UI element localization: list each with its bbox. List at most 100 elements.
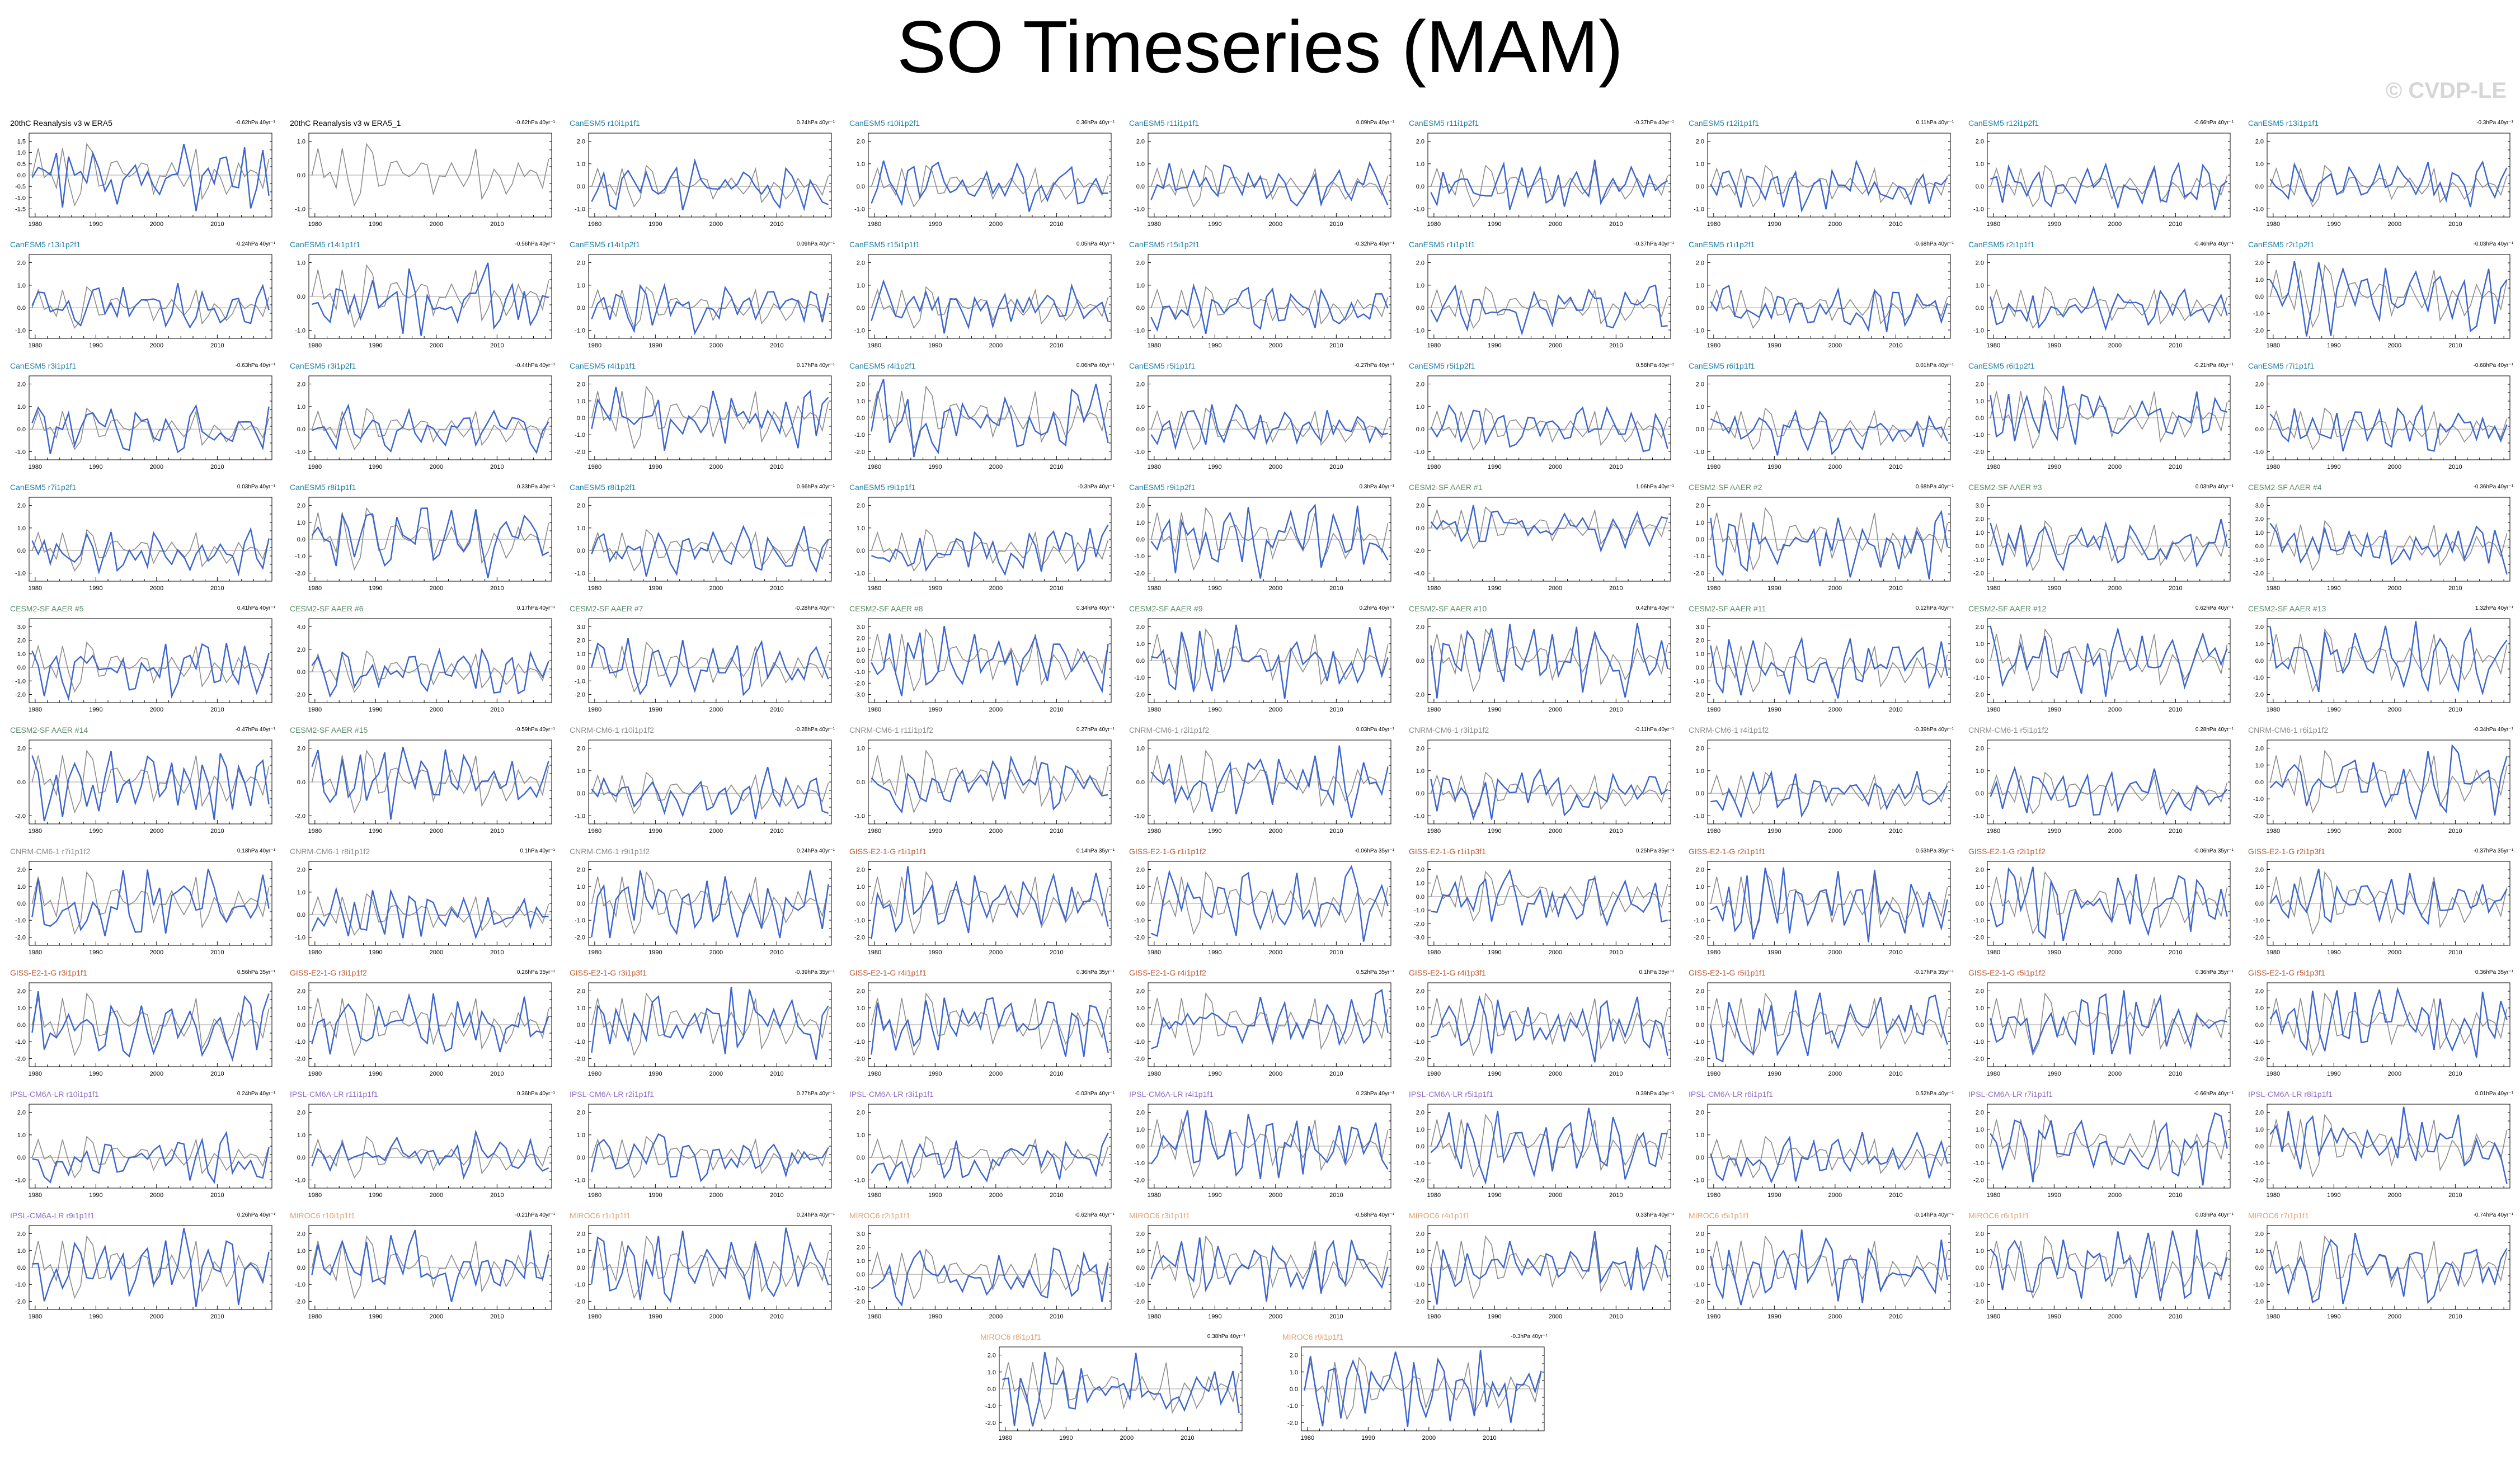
x-tick-label: 1990 <box>2047 342 2061 349</box>
member-series-line <box>1710 284 1948 332</box>
x-tick-label: 1990 <box>2327 585 2340 592</box>
panel-title: MIROC6 r9i1p1f1 <box>1282 1332 1343 1341</box>
y-tick-label: 0.0 <box>297 1265 305 1271</box>
x-tick-label: 2000 <box>1549 706 1562 713</box>
member-series-line <box>591 387 829 451</box>
panel-title: CanESM5 r5i1p1f1 <box>1129 361 1196 370</box>
y-tick-label: 1.0 <box>297 260 305 267</box>
y-tick-label: -1.0 <box>575 917 585 924</box>
panel-title: CESM2-SF AAER #5 <box>10 604 84 613</box>
y-tick-label: -1.0 <box>295 1039 305 1045</box>
y-tick-label: -2.0 <box>1973 691 1984 698</box>
panel-plot: 2.0 1.0 0.0 -1.0 1980 1990 2000 2010 <box>575 497 832 592</box>
x-tick-label: 2000 <box>709 585 723 592</box>
panel-title: MIROC6 r10i1p1f1 <box>290 1211 355 1220</box>
member-series-line <box>311 507 549 578</box>
y-tick-label: 1.0 <box>1976 641 1984 648</box>
y-tick-label: 2.0 <box>1696 988 1704 995</box>
panel-title: MIROC6 r4i1p1f1 <box>1409 1211 1470 1220</box>
x-tick-label: 1990 <box>1488 949 1501 956</box>
x-tick-label: 2010 <box>1050 706 1063 713</box>
x-tick-label: 1980 <box>308 1192 322 1199</box>
y-tick-label: 1.0 <box>1976 161 1984 168</box>
x-tick-label: 1990 <box>648 706 662 713</box>
member-series-line <box>1710 510 1948 579</box>
x-tick-label: 1980 <box>588 706 601 713</box>
x-tick-label: 1990 <box>1208 706 1221 713</box>
plot-frame <box>868 1104 1112 1189</box>
x-tick-label: 2000 <box>2108 706 2122 713</box>
x-tick-label: 2000 <box>150 828 163 835</box>
panel-trend: -0.37hPa 40yr⁻¹ <box>1634 120 1674 126</box>
y-tick-label: 3.0 <box>577 624 585 631</box>
x-tick-label: 1990 <box>928 342 942 349</box>
panel-title: IPSL-CM6A-LR r4i1p1f1 <box>1129 1090 1214 1099</box>
panel-trend: 0.26hPa 35yr⁻¹ <box>516 969 555 976</box>
y-tick-label: -2.0 <box>854 1056 865 1062</box>
x-tick-label: 2000 <box>709 1192 723 1199</box>
x-tick-label: 1990 <box>1059 1435 1073 1441</box>
panel-trend: 0.33hPa 40yr⁻¹ <box>1635 1212 1674 1218</box>
timeseries-panel: CESM2-SF AAER #8 0.34hPa 40yr⁻¹ 3.0 2.0 1.0 0… <box>845 604 1125 726</box>
timeseries-panel: GISS-E2-1-G r2i1p1f1 0.53hPa 35yr⁻¹ 2.0 1.0… <box>1684 847 1964 969</box>
y-tick-label: 1.0 <box>1136 1127 1145 1133</box>
y-tick-label: 0.0 <box>17 172 26 179</box>
panel-title: CESM2-SF AAER #12 <box>1968 604 2047 613</box>
x-tick-label: 1980 <box>1427 1313 1441 1320</box>
reference-series-line <box>31 143 270 207</box>
panel-title: CanESM5 r13i1p1f1 <box>2248 119 2319 128</box>
panel-title: CanESM5 r9i1p1f1 <box>849 483 916 492</box>
y-tick-label: -1.0 <box>575 1039 585 1045</box>
panel-plot: 2.0 1.0 0.0 -1.0 1980 1990 2000 2010 <box>1414 375 1671 470</box>
member-series-line <box>591 766 829 819</box>
panel-title: CNRM-CM6-1 r11i1p1f2 <box>849 725 933 734</box>
x-tick-label: 1990 <box>928 464 942 470</box>
y-tick-label: -1.0 <box>1973 327 1984 334</box>
panel-title: CanESM5 r2i1p2f1 <box>2248 240 2315 249</box>
member-series-line <box>2269 522 2508 575</box>
reference-series-line <box>1990 1114 2228 1178</box>
x-tick-label: 1980 <box>1427 221 1441 228</box>
timeseries-panel: CESM2-SF AAER #2 0.68hPa 40yr⁻¹ 2.0 1.0 0.0 -… <box>1684 483 1964 605</box>
y-tick-label: -1.0 <box>1414 813 1424 819</box>
panel-plot: 2.0 0.0 -2.0 1980 1990 2000 2010 <box>1414 618 1671 713</box>
x-tick-label: 2000 <box>1828 1192 1842 1199</box>
y-tick-label: 2.0 <box>857 503 865 510</box>
timeseries-panel: CNRM-CM6-1 r9i1p1f2 0.24hPa 40yr⁻¹ 2.0 1.0 0… <box>565 847 845 969</box>
x-tick-label: 2000 <box>2108 585 2122 592</box>
x-tick-label: 2000 <box>1549 342 1562 349</box>
y-tick-label: 1.0 <box>1696 1005 1704 1012</box>
panel-trend: 0.24hPa 40yr⁻¹ <box>796 120 835 126</box>
timeseries-panel: CNRM-CM6-1 r8i1p1f2 0.1hPa 40yr⁻¹ 2.0 1.0 0.… <box>285 847 565 969</box>
y-tick-label: 0.0 <box>1976 305 1984 312</box>
x-tick-label: 2010 <box>2448 221 2462 228</box>
x-tick-label: 1990 <box>648 828 662 835</box>
panel-plot: 2.0 1.0 0.0 -1.0 1980 1990 2000 2010 <box>854 497 1112 592</box>
y-tick-label: 2.0 <box>17 381 26 388</box>
x-tick-label: 1980 <box>2267 585 2280 592</box>
y-tick-label: 0.0 <box>1136 1022 1145 1029</box>
member-series-line <box>1150 403 1388 451</box>
x-tick-label: 1980 <box>868 828 881 835</box>
panel-trend: 0.01hPa 40yr⁻¹ <box>2475 1091 2513 1097</box>
x-tick-label: 2010 <box>2169 1071 2182 1077</box>
panel-trend: -0.39hPa 40yr⁻¹ <box>1913 727 1954 733</box>
member-series-line <box>1430 505 1668 553</box>
y-tick-label: 2.0 <box>1976 1231 1984 1238</box>
x-tick-label: 2010 <box>1329 464 1343 470</box>
y-tick-label: 0.0 <box>1976 658 1984 665</box>
reference-series-line <box>311 507 549 571</box>
y-tick-label: 0.0 <box>1696 1155 1704 1161</box>
y-tick-label: -2.0 <box>2253 570 2264 577</box>
x-tick-label: 2000 <box>150 949 163 956</box>
panel-title: IPSL-CM6A-LR r5i1p1f1 <box>1409 1090 1493 1099</box>
member-series-line <box>1990 765 2228 816</box>
y-tick-label: 1.0 <box>17 884 26 891</box>
panel-trend: 0.52hPa 35yr⁻¹ <box>1356 969 1394 976</box>
y-tick-label: 0.0 <box>1290 1386 1298 1393</box>
panel-title: CanESM5 r8i1p1f1 <box>290 483 356 492</box>
timeseries-panel: CESM2-SF AAER #13 1.32hPa 40yr⁻¹ 2.0 1.0 0.0… <box>2244 604 2520 726</box>
y-tick-label: 1.0 <box>1416 1127 1424 1133</box>
member-series-line <box>31 751 270 822</box>
x-tick-label: 2010 <box>490 342 504 349</box>
